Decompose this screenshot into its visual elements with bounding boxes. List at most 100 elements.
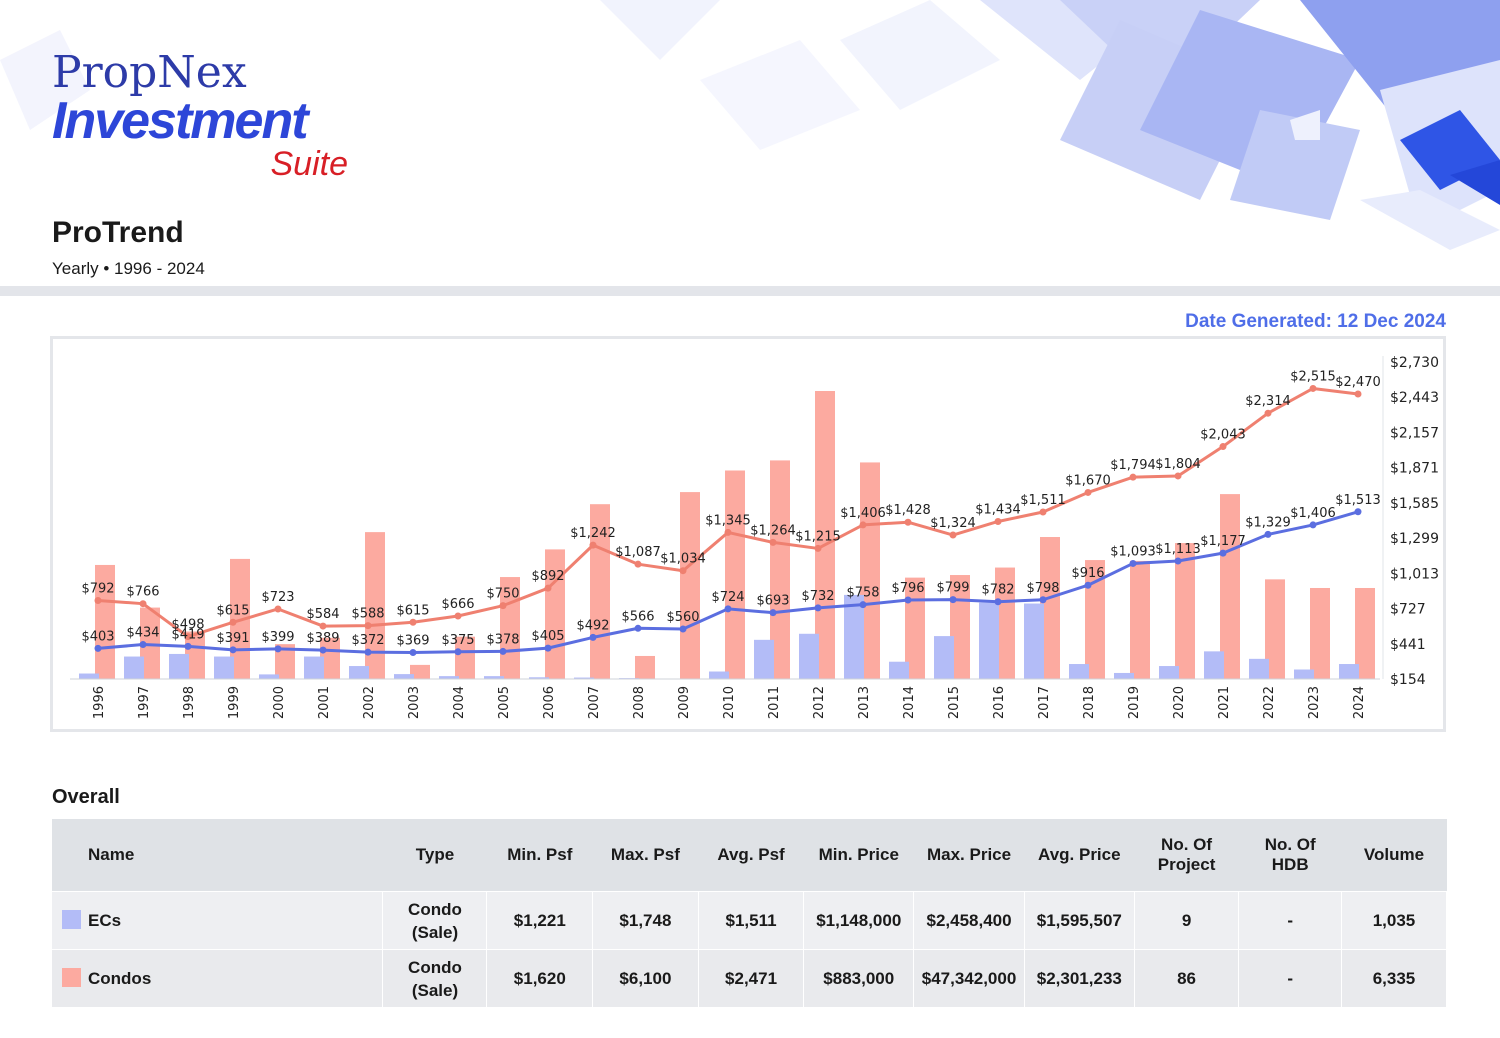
condo-swatch <box>62 968 81 987</box>
cell-hdb: - <box>1238 891 1342 950</box>
condo-psf-point <box>589 541 597 549</box>
ec-volume-bar <box>529 677 549 679</box>
cell-min-psf: $1,620 <box>486 949 594 1007</box>
condo-volume-bar <box>1085 560 1105 679</box>
ec-volume-bar <box>844 594 864 679</box>
condo-volume-bar <box>1175 543 1195 679</box>
condo-volume-bar <box>995 567 1015 679</box>
condo-psf-data-label: $1,434 <box>975 502 1021 517</box>
col-header-hdb: No. Of HDB <box>1238 819 1342 892</box>
ec-psf-point <box>454 648 462 656</box>
logo-line-1: PropNex <box>52 47 247 98</box>
x-tick-label: 2007 <box>587 686 602 719</box>
col-header-min-psf: Min. Psf <box>486 819 593 892</box>
condo-psf-point <box>1219 443 1227 451</box>
condo-psf-point <box>1039 508 1047 516</box>
ec-psf-data-label: $732 <box>801 589 834 604</box>
condo-psf-data-label: $1,264 <box>750 523 796 538</box>
cell-max-psf: $1,748 <box>592 891 699 950</box>
condo-psf-point <box>994 517 1002 525</box>
cell-max-price: $47,342,000 <box>913 949 1025 1007</box>
condo-psf-data-label: $792 <box>81 581 114 596</box>
condo-volume-bar <box>185 631 205 679</box>
ec-psf-data-label: $1,406 <box>1290 506 1336 521</box>
ec-psf-data-label: $369 <box>396 634 429 649</box>
cell-projects: 9 <box>1134 891 1240 950</box>
ec-psf-point <box>1219 549 1227 557</box>
ec-volume-bar <box>304 656 324 679</box>
condo-psf-point <box>139 600 147 608</box>
condo-psf-data-label: $750 <box>486 587 519 602</box>
x-tick-label: 2021 <box>1217 686 1232 719</box>
ec-psf-data-label: $399 <box>261 630 294 645</box>
ec-psf-point <box>409 649 417 657</box>
ec-psf-point <box>499 647 507 655</box>
ec-psf-data-label: $389 <box>306 631 339 646</box>
x-tick-label: 2024 <box>1352 686 1367 719</box>
ec-psf-point <box>364 648 372 656</box>
col-header-volume: Volume <box>1341 819 1447 892</box>
table-row: ECs Condo (Sale) $1,221 $1,748 $1,511 $1… <box>52 891 1447 950</box>
condo-psf-point <box>679 567 687 575</box>
ec-volume-bar <box>574 677 594 679</box>
row-name-ec: ECs <box>52 891 384 950</box>
condo-psf-data-label: $1,087 <box>615 545 661 560</box>
ec-volume-bar <box>1114 672 1134 679</box>
ec-psf-point <box>1039 596 1047 604</box>
ec-psf-point <box>319 646 327 654</box>
x-tick-label: 2005 <box>497 686 512 719</box>
condo-psf-data-label: $615 <box>216 603 249 618</box>
condo-psf-data-label: $1,324 <box>930 516 976 531</box>
x-tick-label: 1999 <box>227 686 242 719</box>
ec-psf-point <box>634 624 642 632</box>
x-tick-label: 1996 <box>92 686 107 719</box>
condo-psf-data-label: $1,034 <box>660 552 706 567</box>
ec-psf-point <box>184 642 192 650</box>
condo-psf-point <box>814 544 822 552</box>
cell-type: Condo (Sale) <box>382 891 488 950</box>
ec-psf-point <box>679 625 687 633</box>
condo-psf-data-label: $584 <box>306 607 339 622</box>
cell-avg-psf: $2,471 <box>698 949 805 1007</box>
ec-psf-data-label: $724 <box>711 590 744 605</box>
y-tick-label: $1,299 <box>1390 531 1439 547</box>
ec-psf-data-label: $419 <box>171 627 204 642</box>
x-tick-label: 2001 <box>317 686 332 719</box>
row-name-text: Condos <box>88 969 152 988</box>
condo-psf-point <box>1354 390 1362 398</box>
ec-volume-bar <box>979 602 999 679</box>
condo-volume-bar <box>1310 587 1330 679</box>
condo-psf-point <box>1309 384 1317 392</box>
condo-psf-data-label: $1,428 <box>885 503 931 518</box>
ec-psf-data-label: $391 <box>216 631 249 646</box>
x-tick-label: 2018 <box>1082 686 1097 719</box>
condo-psf-data-label: $1,242 <box>570 526 616 541</box>
condo-psf-point <box>409 618 417 626</box>
ec-volume-bar <box>214 656 234 679</box>
ec-psf-point <box>1264 530 1272 538</box>
table-header-row: Name Type Min. Psf Max. Psf Avg. Psf Min… <box>52 819 1447 892</box>
table-row: Condos Condo (Sale) $1,620 $6,100 $2,471… <box>52 949 1447 1007</box>
condo-psf-data-label: $588 <box>351 607 384 622</box>
condo-psf-data-label: $498 <box>171 618 204 633</box>
col-header-max-price: Max. Price <box>913 819 1025 892</box>
logo-line-2: Investment <box>52 92 309 150</box>
condo-psf-data-label: $766 <box>126 585 159 600</box>
col-header-min-price: Min. Price <box>803 819 914 892</box>
condo-psf-data-label: $1,804 <box>1155 457 1201 472</box>
cell-avg-price: $1,595,507 <box>1024 891 1135 950</box>
ec-psf-data-label: $1,113 <box>1155 542 1201 557</box>
condo-psf-point <box>1084 488 1092 496</box>
x-tick-label: 2000 <box>272 686 287 719</box>
condo-volume-bar <box>365 532 385 679</box>
ec-psf-data-label: $1,329 <box>1245 515 1291 530</box>
ec-psf-data-label: $1,513 <box>1335 493 1381 508</box>
ec-psf-data-label: $372 <box>351 633 384 648</box>
ec-psf-data-label: $758 <box>846 586 879 601</box>
condo-volume-bar <box>275 644 295 679</box>
cell-volume: 6,335 <box>1341 949 1447 1007</box>
condo-psf-data-label: $1,345 <box>705 513 751 528</box>
condo-volume-bar <box>770 460 790 679</box>
condo-psf-data-label: $2,043 <box>1200 428 1246 443</box>
header-decoration <box>0 0 1500 250</box>
